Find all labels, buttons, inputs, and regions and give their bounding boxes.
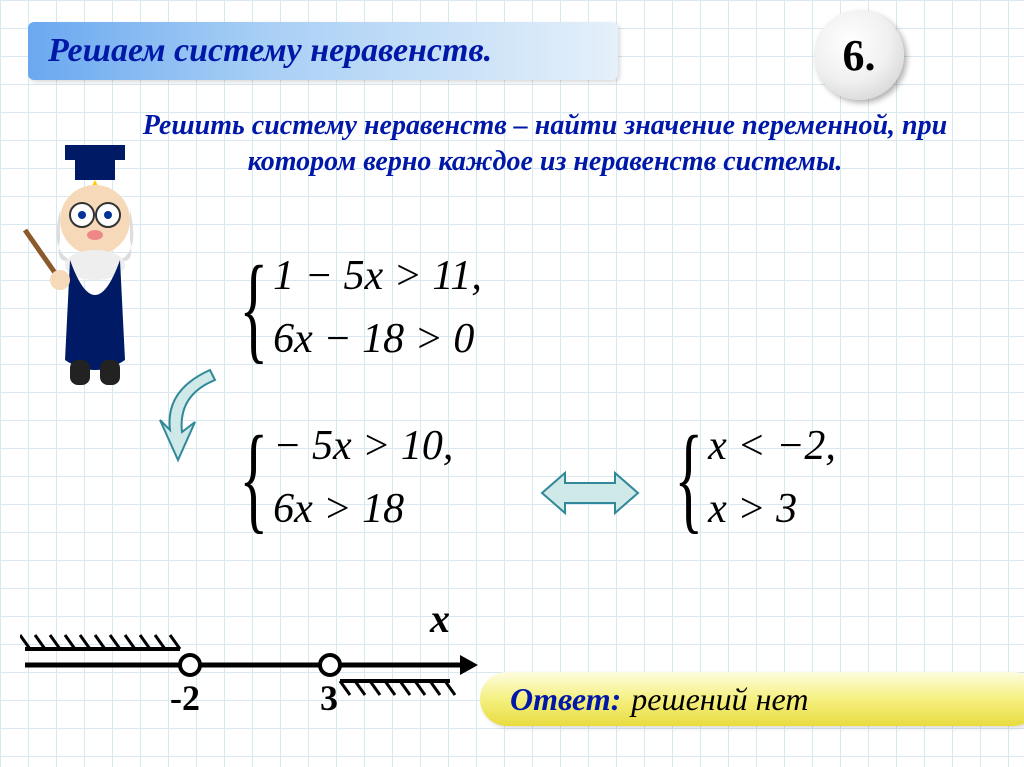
answer-value: решений нет — [631, 681, 808, 718]
sys1-row1: 1 − 5x > 11, — [273, 245, 482, 308]
tick-3: 3 — [320, 677, 338, 719]
tick-neg2: -2 — [170, 677, 200, 719]
professor-icon — [10, 130, 170, 390]
system-result: { x < −2, x > 3 — [660, 415, 836, 541]
arrow-equiv-icon — [540, 468, 640, 518]
sys3-row1: x < −2, — [708, 415, 836, 478]
number-line: -2 3 — [20, 605, 480, 735]
system-simplified: { − 5x > 10, 6x > 18 — [225, 415, 453, 541]
system-original: { 1 − 5x > 11, 6x − 18 > 0 — [225, 245, 482, 371]
arrow-down-icon — [150, 360, 230, 470]
definition-text: Решить систему неравенств – найти значен… — [130, 108, 960, 181]
answer-label: Ответ: — [510, 681, 621, 718]
sys3-row2: x > 3 — [708, 478, 836, 541]
answer-bar: Ответ: решений нет — [480, 672, 1024, 726]
sys2-row2: 6x > 18 — [273, 478, 453, 541]
sys2-row1: − 5x > 10, — [273, 415, 453, 478]
title-text: Решаем систему неравенств. — [48, 32, 492, 70]
step-badge: 6. — [814, 10, 904, 100]
title-bar: Решаем систему неравенств. — [28, 22, 618, 80]
sys1-row2: 6x − 18 > 0 — [273, 308, 482, 371]
step-number: 6. — [843, 30, 876, 81]
